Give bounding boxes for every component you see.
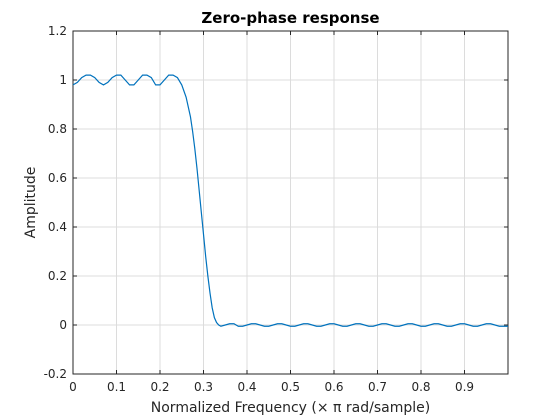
x-axis-label: Normalized Frequency (× π rad/sample): [151, 400, 430, 416]
x-tick-label: 0.7: [368, 380, 387, 394]
x-tick-label: 0: [69, 380, 77, 394]
x-tick-label: 0.3: [194, 380, 213, 394]
y-tick-label: 0: [59, 318, 67, 332]
x-tick-label: 0.6: [324, 380, 343, 394]
y-tick-label: 0.8: [48, 122, 67, 136]
y-tick-label: 0.2: [48, 269, 67, 283]
y-tick-label: 1: [59, 73, 67, 87]
y-tick-label: -0.2: [44, 367, 67, 381]
axis-ticks: [72, 30, 508, 375]
x-tick-label: 0.5: [281, 380, 300, 394]
grid-lines: [73, 31, 508, 374]
x-tick-labels: 0 0.1 0.2 0.3 0.4 0.5 0.6 0.7 0.8 0.9: [69, 380, 474, 394]
series-group: [72, 74, 508, 327]
y-tick-labels: -0.2 0 0.2 0.4 0.6 0.8 1 1.2: [44, 24, 67, 381]
y-axis-label: Amplitude: [23, 167, 39, 239]
x-tick-label: 0.8: [411, 380, 430, 394]
x-tick-label: 0.4: [237, 380, 256, 394]
x-tick-label: 0.1: [107, 380, 126, 394]
y-tick-label: 0.6: [48, 171, 67, 185]
x-tick-label: 0.9: [455, 380, 474, 394]
series-line: [72, 74, 508, 327]
y-tick-label: 0.4: [48, 220, 67, 234]
x-tick-label: 0.2: [150, 380, 169, 394]
chart-title: Zero-phase response: [201, 9, 379, 27]
y-tick-label: 1.2: [48, 24, 67, 38]
